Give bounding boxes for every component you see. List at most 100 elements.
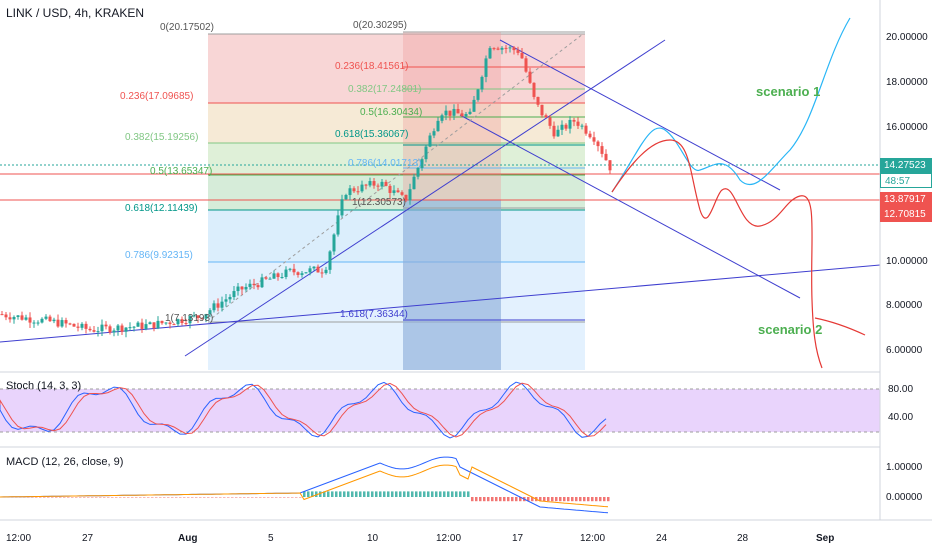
macd-bar [435, 491, 438, 497]
candle [20, 315, 24, 320]
candle [64, 320, 68, 324]
macd-bar [571, 497, 574, 502]
candle [368, 181, 372, 186]
candle [492, 48, 496, 50]
candle [608, 160, 612, 171]
macd-bar [31, 497, 34, 498]
candle [136, 322, 140, 327]
candle [0, 314, 4, 316]
candle [452, 108, 456, 116]
candle [476, 89, 480, 100]
candle [104, 324, 108, 327]
macd-bar [595, 497, 598, 502]
macd-bar [183, 497, 186, 498]
candle [480, 76, 484, 90]
fib-right-1618: 1.618(7.36344) [340, 309, 408, 320]
last-price-badge[interactable]: 14.27523 [880, 158, 932, 173]
candle [316, 266, 320, 273]
macd-bar [91, 497, 94, 498]
macd-bar [307, 491, 310, 497]
candle [444, 110, 448, 116]
candle [68, 323, 72, 325]
macd-bar [87, 497, 90, 498]
candle [512, 47, 516, 51]
candle [376, 185, 380, 187]
candle [156, 320, 160, 329]
macd-bar [299, 497, 302, 498]
candle [528, 71, 532, 83]
stoch-label[interactable]: Stoch (14, 3, 3) [6, 380, 82, 392]
level-a-badge[interactable]: 13.87917 [880, 192, 932, 207]
candle [524, 58, 528, 72]
macd-bar [39, 497, 42, 498]
candle [40, 318, 44, 323]
macd-bar [203, 497, 206, 498]
macd-bar [95, 497, 98, 498]
trend-lines[interactable] [0, 39, 881, 357]
candle [216, 303, 220, 308]
scenario-1-path[interactable] [611, 17, 851, 193]
macd-bar [171, 497, 174, 498]
macd-bar [291, 497, 294, 498]
candle [148, 322, 152, 325]
macd-bar [391, 491, 394, 497]
macd-bar [379, 491, 382, 497]
macd-bar [43, 497, 46, 498]
candle [304, 272, 308, 274]
fib-retracement-right[interactable] [403, 31, 585, 370]
macd-bar [515, 497, 518, 502]
macd-bar [83, 497, 86, 498]
scenario-1-label: scenario 1 [756, 84, 821, 99]
candle [532, 82, 536, 97]
candle [496, 48, 500, 50]
candle [408, 189, 412, 201]
candlestick-series[interactable] [0, 45, 612, 338]
level-b-badge[interactable]: 12.70815 [880, 207, 932, 222]
macd-label[interactable]: MACD (12, 26, close, 9) [6, 456, 124, 468]
candle [284, 269, 288, 278]
scenario-2-path[interactable] [611, 139, 823, 369]
candle [292, 268, 296, 273]
candle [548, 117, 552, 126]
macd-bar [551, 497, 554, 502]
macd-bar [47, 497, 50, 498]
candle [280, 277, 284, 279]
macd-bar [99, 497, 102, 498]
candle [100, 324, 104, 332]
candle [384, 181, 388, 186]
macd-bar [267, 497, 270, 498]
candle [56, 319, 60, 327]
macd-bar [67, 497, 70, 498]
candle [396, 190, 400, 193]
macd-bar [147, 497, 150, 498]
fib-left-382: 0.382(15.19256) [125, 132, 199, 143]
time-tick: 5 [268, 533, 274, 544]
candle [12, 316, 16, 320]
macd-bar [219, 497, 222, 498]
fib-left-5: 0.5(13.65347) [150, 166, 213, 177]
time-tick: 12:00 [580, 533, 606, 544]
macd-bar [55, 497, 58, 498]
macd-bar [559, 497, 562, 502]
macd-bar [491, 497, 494, 502]
candle [508, 47, 512, 49]
macd-bar [487, 497, 490, 502]
candle [504, 47, 508, 49]
macd-bar [103, 497, 106, 498]
price-tick: 6.00000 [886, 345, 923, 356]
candle [176, 319, 180, 325]
candle [544, 115, 548, 118]
candle [72, 323, 76, 327]
candle [172, 324, 176, 326]
candle [320, 272, 324, 274]
candle [288, 268, 292, 270]
candle [600, 146, 604, 154]
macd-bar [555, 497, 558, 502]
fib-right-5: 0.5(16.30434) [360, 107, 423, 118]
macd-bar [123, 497, 126, 498]
candle [352, 188, 356, 192]
macd-bar [243, 497, 246, 498]
stoch-tick: 80.00 [888, 384, 914, 395]
time-tick: 12:00 [436, 533, 462, 544]
